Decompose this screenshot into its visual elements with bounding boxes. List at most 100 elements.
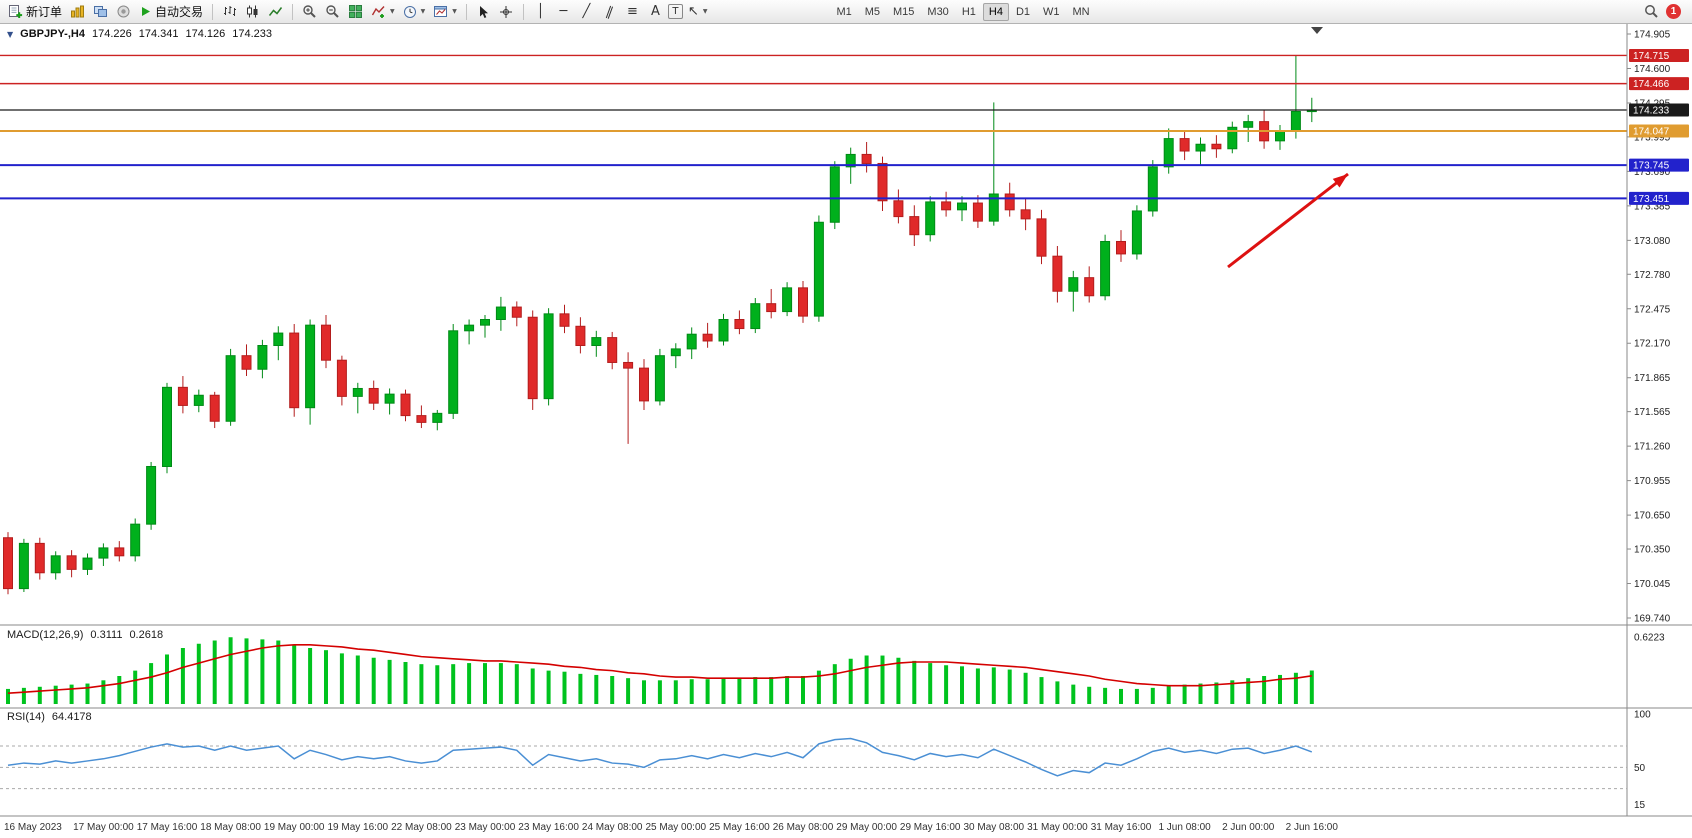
timeframe-d1[interactable]: D1 [1015,5,1030,18]
price-tick-label: 170.350 [1634,545,1671,556]
templates-button[interactable]: ▼ [430,2,460,22]
candle-body [82,557,93,570]
candle-body [34,542,45,574]
date-tick-label: 2 Jun 16:00 [1286,822,1339,833]
price-tick-label: 170.955 [1634,476,1671,487]
text-button[interactable]: A [650,4,660,19]
collapse-triangle-icon[interactable]: ▼ [7,29,14,39]
bar-chart-icon [224,6,237,16]
navigator-button[interactable] [90,2,111,22]
sounds-icon [117,5,130,18]
date-tick-label: 25 May 00:00 [645,822,706,833]
price-scale[interactable]: 174.905174.600174.295173.995173.690173.3… [1627,30,1689,625]
candle-body [941,201,952,211]
candle-body [384,393,395,404]
candle-body [464,324,475,332]
timeframe-h4[interactable]: H4 [982,2,1009,21]
horizontal-line-button[interactable]: ─ [559,4,568,19]
candle-body [1068,277,1079,292]
candle-body [861,153,872,164]
time-scale[interactable]: 16 May 2023 17 May 00:00 17 May 16:00 18 Ma… [4,822,1338,833]
timeframe-m1[interactable]: M1 [836,5,852,18]
search-button[interactable] [1641,2,1662,22]
candle-body [1020,209,1031,220]
toolbar-separator [292,3,294,20]
channel-button[interactable]: ∥ [603,3,616,20]
candle-body [511,306,522,318]
price-marker-box [1629,191,1689,205]
chart-canvas[interactable]: 174.905174.600174.295173.995173.690173.3… [0,24,1692,838]
new-order-button[interactable]: 新订单 [5,2,65,22]
candle-body [1290,110,1301,132]
tile-windows-icon [349,5,363,18]
autotrading-icon [142,7,151,16]
fibonacci-button[interactable]: ≡ [626,4,638,19]
candle-body [1036,218,1047,257]
candle-body [1004,193,1015,211]
date-tick-label: 26 May 08:00 [773,822,834,833]
timeframe-m30[interactable]: M30 [927,5,949,18]
timeframe-w1[interactable]: W1 [1043,5,1060,18]
timeframe-m5[interactable]: M5 [864,5,880,18]
timeframe-m15[interactable]: M15 [893,5,915,18]
market-watch-button[interactable] [67,2,88,22]
sounds-button[interactable] [113,2,134,22]
chevron-down-icon: ▼ [420,8,426,15]
price-marker-label: 174.047 [1633,127,1670,138]
macd-signal-line [7,643,1312,695]
candle-body [352,387,363,397]
date-tick-label: 29 May 00:00 [836,822,897,833]
date-tick-label: 31 May 16:00 [1091,822,1152,833]
candlestick-chart-button[interactable] [242,2,263,22]
periods-button[interactable]: ▼ [400,2,429,22]
macd-scale-label: 0.6223 [1634,633,1665,644]
date-tick-label: 1 Jun 08:00 [1158,822,1211,833]
tile-windows-button[interactable] [345,2,366,22]
candle-body [1147,166,1158,212]
candle-body [893,200,904,218]
candle-body [480,318,490,326]
crosshair-button[interactable] [496,2,517,22]
rsi-label: RSI(14) [7,711,45,723]
date-tick-label: 22 May 08:00 [391,822,452,833]
price-marker-label: 174.233 [1633,105,1670,116]
timeframe-h1[interactable]: H1 [961,5,976,18]
zoom-in-button[interactable] [299,2,320,22]
label-button[interactable]: T [667,4,683,19]
candle-body [146,465,157,525]
line-chart-button[interactable] [265,2,286,22]
market-watch-icon [71,5,85,18]
price-tick-label: 170.650 [1634,511,1671,522]
bar-chart-button[interactable] [219,2,240,22]
candle-body [734,318,745,330]
indicators-button[interactable]: ▼ [368,2,398,22]
trend-arrow[interactable] [1227,172,1349,269]
candle-body [495,306,506,320]
candle-body [448,330,459,414]
price-marker-box [1629,158,1689,172]
price-tick-label: 169.740 [1634,614,1671,625]
trendline-button[interactable]: ╱ [582,4,591,19]
candlestick-chart-icon [247,5,258,18]
zoom-out-button[interactable] [322,2,343,22]
candle-body [670,348,681,357]
autotrading-button[interactable]: 自动交易 [136,2,206,22]
cursor-icon [479,5,488,18]
timeframe-mn[interactable]: MN [1072,5,1090,18]
candle-body [957,202,967,211]
cursor-button[interactable] [473,2,494,22]
macd-histogram [6,637,1314,704]
chart-shift-marker[interactable] [1311,27,1323,34]
price-tick-label: 174.600 [1634,64,1671,75]
toolbar-separator [522,3,524,20]
price-marker-label: 174.715 [1633,51,1670,62]
vertical-line-button[interactable]: │ [536,4,545,19]
notification-badge[interactable]: 1 [1666,4,1681,19]
price-marker-label: 173.745 [1633,161,1670,172]
macd-label: MACD(12,26,9) [7,629,84,641]
chevron-down-icon: ▼ [452,8,457,15]
candle-body [1100,240,1111,297]
timeframe-group: M1 M5 M15 M30 H1 H4 D1 W1 MN [830,2,1095,21]
arrows-button[interactable]: ↖ ▼ [685,2,711,22]
autotrading-label: 自动交易 [155,5,204,19]
